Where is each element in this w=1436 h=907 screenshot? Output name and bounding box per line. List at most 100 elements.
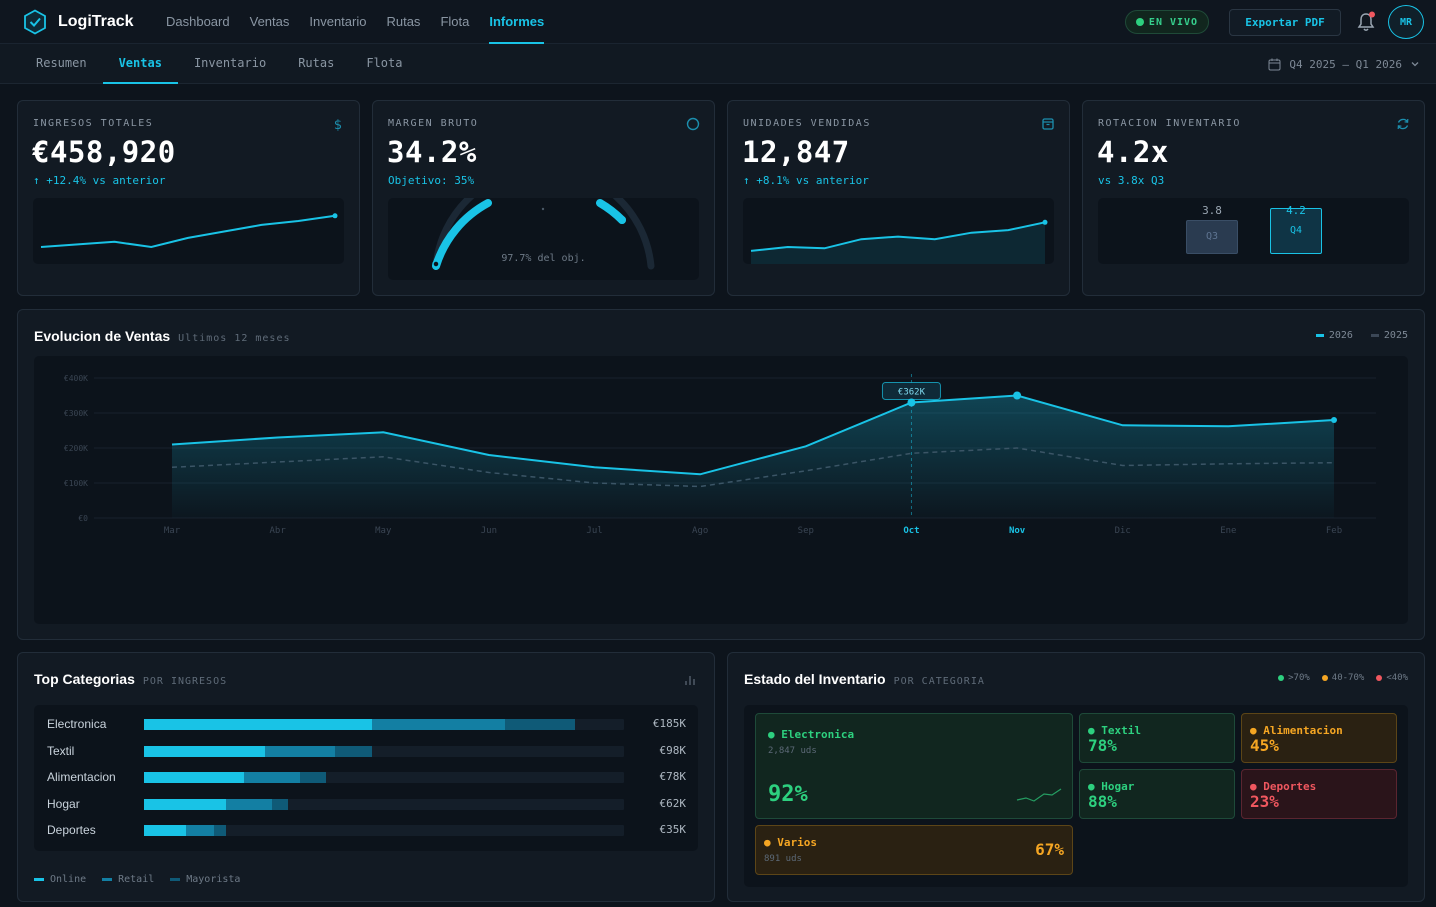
gauge-end-dot bbox=[618, 216, 626, 224]
category-row[interactable]: Hogar €62K bbox=[34, 797, 698, 811]
categories-subtitle: POR INGRESOS bbox=[142, 676, 228, 687]
nav-informes[interactable]: Informes bbox=[489, 0, 545, 44]
tab-rutas[interactable]: Rutas bbox=[298, 56, 335, 70]
logo[interactable]: LogiTrack bbox=[22, 9, 134, 35]
hexagon-check-icon bbox=[24, 9, 46, 35]
legend-mayorista[interactable]: Mayorista bbox=[170, 874, 240, 885]
user-avatar[interactable]: MR bbox=[1388, 5, 1424, 39]
last-point[interactable] bbox=[1331, 417, 1337, 423]
category-name: Hogar bbox=[47, 796, 80, 811]
legend-online[interactable]: Online bbox=[34, 874, 86, 885]
tile-name-text: Hogar bbox=[1101, 780, 1135, 793]
category-value: €185K bbox=[652, 717, 686, 730]
category-row[interactable]: Electronica €185K bbox=[34, 717, 698, 731]
sales-evolution-card: Evolucion de Ventas Ultimos 12 meses 2026… bbox=[17, 309, 1425, 640]
top-categories-card: Top Categorias POR INGRESOS Electronica €1… bbox=[17, 652, 715, 902]
kpi-label: UNIDADES VENDIDAS bbox=[743, 118, 871, 129]
inventory-treemap: ● Electronica 2,847 uds 92% ● Textil 78%… bbox=[744, 705, 1408, 887]
category-row[interactable]: Alimentacion €78K bbox=[34, 770, 698, 784]
bar-q4: Q4 bbox=[1270, 208, 1322, 254]
sales-plot-area: €400K €300K €200K €100K €0 Mar Abr May Jun Jul Ago… bbox=[34, 356, 1408, 624]
bar-segment-online bbox=[144, 798, 226, 810]
circle-icon bbox=[686, 117, 700, 131]
svg-text:$: $ bbox=[334, 118, 342, 131]
tile-alimentacion[interactable]: ● Alimentacion 45% bbox=[1241, 713, 1397, 763]
tab-ventas[interactable]: Ventas bbox=[102, 44, 178, 84]
sales-legend: 2026 2025 bbox=[1315, 330, 1408, 341]
sub-navbar: Resumen Ventas Inventario Rutas Flota Q4… bbox=[0, 44, 1436, 84]
sparkline-area bbox=[751, 222, 1045, 264]
tile-electronica[interactable]: ● Electronica 2,847 uds 92% bbox=[755, 713, 1073, 819]
tile-varios[interactable]: ● Varios 891 uds 67% bbox=[755, 825, 1073, 875]
nav-ventas[interactable]: Ventas bbox=[249, 14, 290, 29]
sparkline-end-dot bbox=[1042, 219, 1048, 225]
tile-name-text: Electronica bbox=[781, 728, 855, 741]
report-tabs: Resumen Ventas Inventario Rutas Flota bbox=[20, 44, 418, 84]
section-title: Estado del Inventario POR CATEGORIA bbox=[744, 671, 985, 687]
date-range-label: Q4 2025 – Q1 2026 bbox=[1289, 57, 1402, 71]
kpi-value: €458,920 bbox=[32, 135, 176, 169]
tile-pct: 67% bbox=[1035, 840, 1064, 859]
tab-resumen[interactable]: Resumen bbox=[36, 56, 87, 70]
tile-name: ● Textil bbox=[1088, 724, 1141, 737]
x-tick-label: Nov bbox=[1009, 526, 1026, 536]
inventory-legend: >70% 40-70% <40% bbox=[1278, 673, 1408, 683]
legend-label: >70% bbox=[1288, 673, 1310, 683]
tab-flota[interactable]: Flota bbox=[366, 56, 403, 70]
bar-segment-mayorista bbox=[272, 798, 289, 810]
kpi-card-margin: MARGEN BRUTO 34.2% Objetivo: 35% 97.7% d… bbox=[372, 100, 715, 296]
section-title: Top Categorias POR INGRESOS bbox=[34, 671, 227, 687]
date-range-picker[interactable]: Q4 2025 – Q1 2026 bbox=[1268, 44, 1420, 84]
category-name: Electronica bbox=[47, 717, 107, 731]
highlight-point[interactable] bbox=[1013, 391, 1022, 400]
bell-icon[interactable] bbox=[1356, 11, 1376, 33]
bar-segment-mayorista bbox=[300, 772, 326, 783]
bar-chart-icon[interactable] bbox=[684, 674, 696, 686]
x-tick-label: Oct bbox=[903, 526, 919, 536]
tile-pct: 88% bbox=[1088, 792, 1117, 811]
tile-name: ● Deportes bbox=[1250, 780, 1317, 793]
category-value: €62K bbox=[659, 796, 687, 810]
tab-inventario[interactable]: Inventario bbox=[193, 56, 267, 70]
legend-2026[interactable]: 2026 bbox=[1315, 330, 1353, 341]
x-tick-label: Abr bbox=[270, 526, 287, 536]
kpi-label: INGRESOS TOTALES bbox=[33, 118, 154, 129]
nav-dashboard[interactable]: Dashboard bbox=[166, 14, 230, 29]
nav-inventario[interactable]: Inventario bbox=[309, 14, 367, 29]
gauge-track bbox=[432, 198, 655, 270]
sparkline-line bbox=[40, 214, 336, 249]
category-row[interactable]: Textil €98K bbox=[34, 744, 698, 758]
y-tick-label: €300K bbox=[64, 409, 88, 418]
live-dot-icon bbox=[1135, 18, 1144, 26]
tile-pct: 92% bbox=[768, 782, 808, 807]
legend-label: Retail bbox=[118, 874, 155, 885]
category-row[interactable]: Deportes €35K bbox=[34, 823, 698, 837]
export-pdf-button[interactable]: Exportar PDF bbox=[1229, 9, 1341, 36]
kpi-label: ROTACION INVENTARIO bbox=[1098, 118, 1241, 129]
tile-textil[interactable]: ● Textil 78% bbox=[1079, 713, 1235, 763]
tile-deportes[interactable]: ● Deportes 23% bbox=[1241, 769, 1397, 819]
main-nav: Dashboard Ventas Inventario Rutas Flota … bbox=[166, 0, 545, 44]
chevron-down-icon bbox=[1411, 62, 1419, 67]
nav-rutas[interactable]: Rutas bbox=[386, 14, 421, 29]
categories-title: Top Categorias bbox=[34, 671, 135, 687]
legend-2025[interactable]: 2025 bbox=[1370, 330, 1408, 341]
calendar-icon bbox=[1268, 58, 1281, 70]
units-sparkline bbox=[743, 198, 1054, 264]
bar-segment-online bbox=[144, 825, 186, 836]
gauge-note: 97.7% del obj. bbox=[501, 253, 586, 264]
kpi-card-revenue: INGRESOS TOTALES $ €458,920 ↑ +12.4% vs … bbox=[17, 100, 360, 296]
legend-good: >70% bbox=[1278, 673, 1310, 683]
series-line-2025 bbox=[171, 447, 1335, 488]
legend-label: Mayorista bbox=[186, 874, 241, 885]
legend-bad: <40% bbox=[1376, 673, 1408, 683]
tile-name: ● Alimentacion bbox=[1250, 724, 1343, 737]
trend-sparkline-icon bbox=[1016, 788, 1062, 802]
nav-flota[interactable]: Flota bbox=[440, 14, 470, 29]
tile-hogar[interactable]: ● Hogar 88% bbox=[1079, 769, 1235, 819]
legend-retail[interactable]: Retail bbox=[102, 874, 154, 885]
bar-q3: Q3 bbox=[1186, 220, 1238, 254]
highlight-point[interactable] bbox=[907, 398, 916, 407]
x-tick-label: May bbox=[375, 526, 392, 536]
kpi-delta: ↑ +8.1% vs anterior bbox=[743, 174, 869, 187]
